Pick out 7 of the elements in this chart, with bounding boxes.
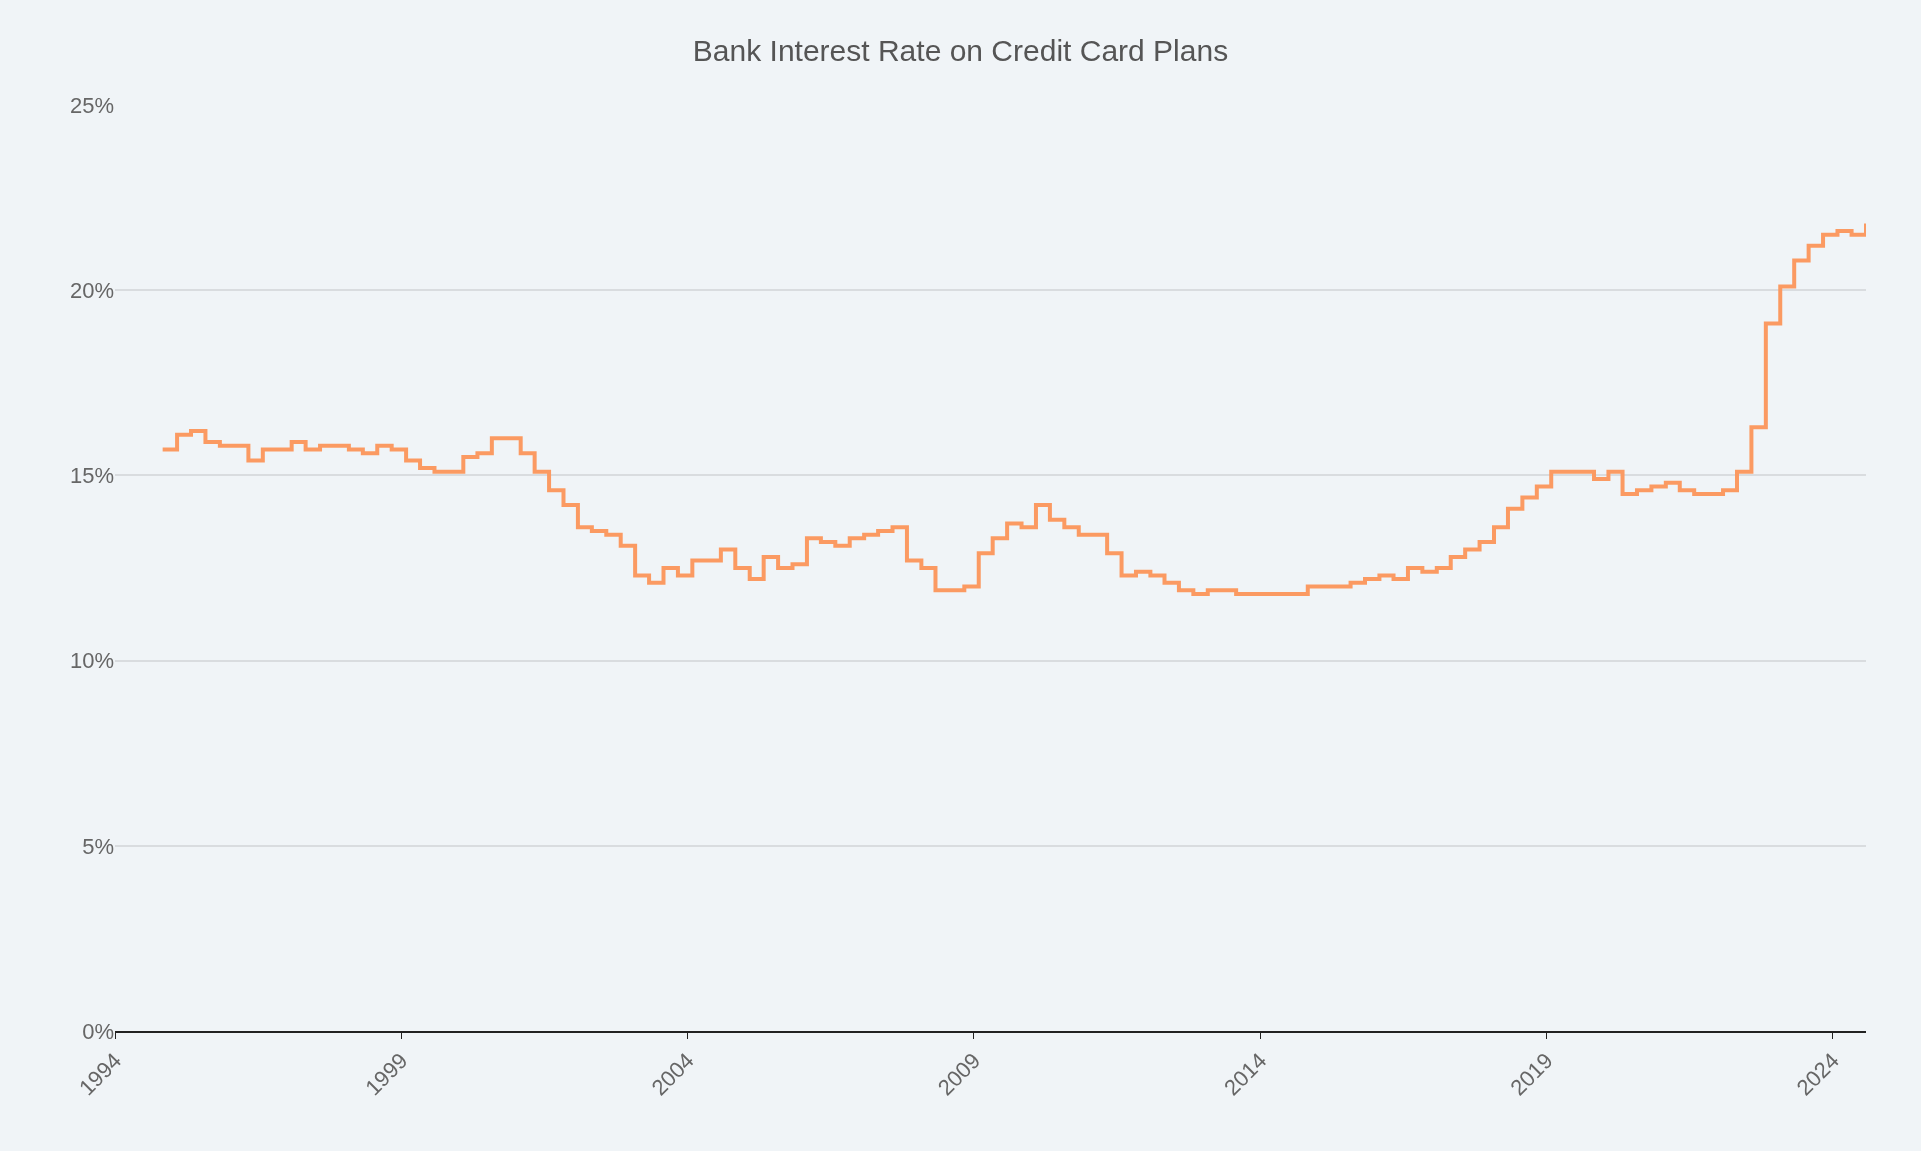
y-tick-label: 20% xyxy=(69,277,114,303)
y-tick-label: 25% xyxy=(69,92,114,118)
y-tick-label: 5% xyxy=(82,833,114,859)
y-tick-label: 10% xyxy=(69,648,114,674)
chart-title: Bank Interest Rate on Credit Card Plans xyxy=(692,34,1229,68)
y-tick-label: 0% xyxy=(82,1018,114,1044)
y-tick-label: 15% xyxy=(69,463,114,489)
